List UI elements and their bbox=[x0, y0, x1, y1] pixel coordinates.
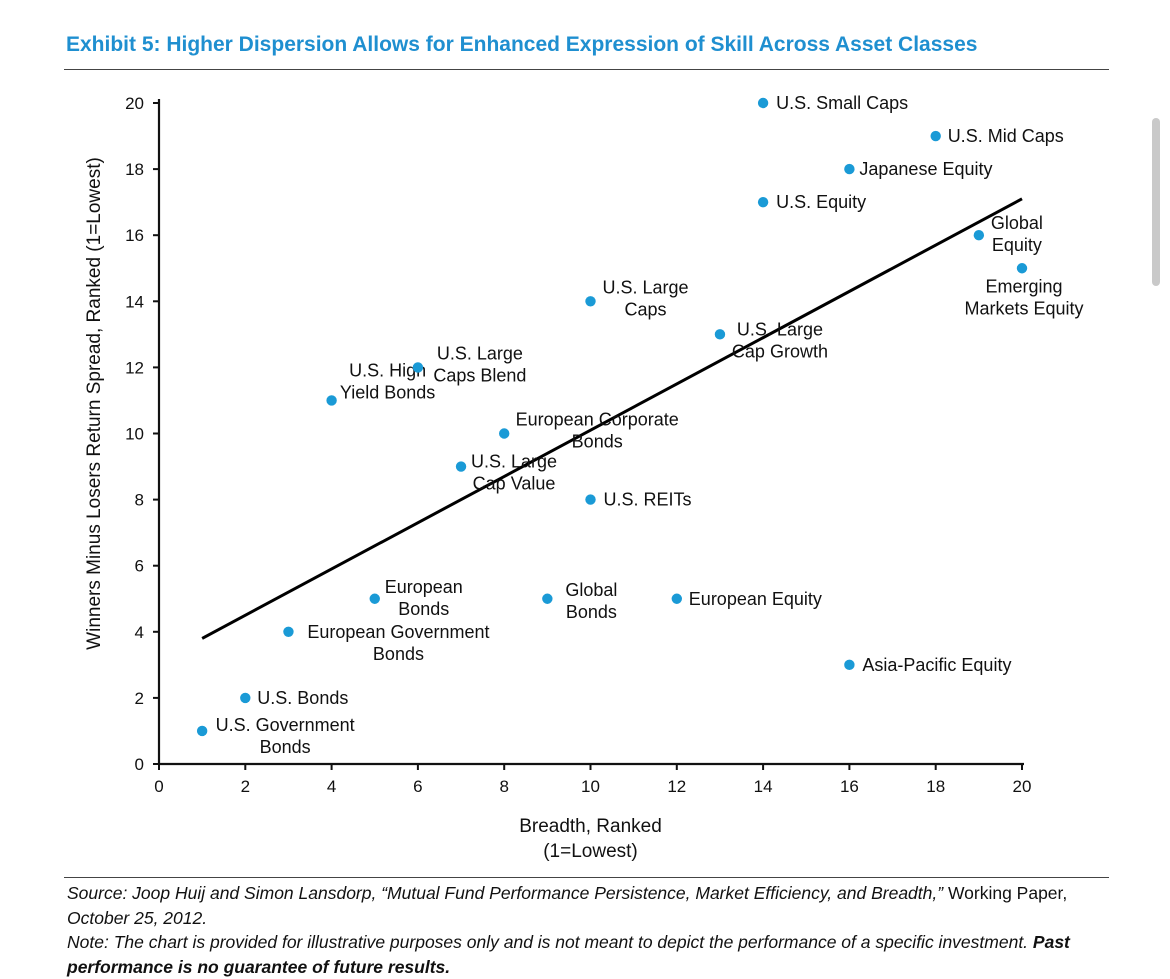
point-label: Yield Bonds bbox=[340, 382, 435, 402]
x-tick-label: 20 bbox=[1013, 777, 1032, 796]
data-point bbox=[844, 659, 855, 671]
y-tick-label: 2 bbox=[135, 689, 144, 708]
data-point bbox=[714, 329, 726, 340]
point-label: Global bbox=[565, 580, 617, 600]
x-tick-label: 10 bbox=[581, 777, 600, 796]
point-label: U.S. Government bbox=[216, 715, 355, 735]
y-axis-title: Winners Minus Losers Return Spread, Rank… bbox=[84, 157, 105, 650]
point-label: Bonds bbox=[373, 644, 424, 664]
title-divider bbox=[64, 69, 1109, 70]
trend-line bbox=[201, 197, 1023, 640]
data-point bbox=[369, 593, 380, 604]
x-axis-title: Breadth, Ranked bbox=[519, 816, 662, 837]
point-label: European Corporate bbox=[516, 410, 679, 430]
data-point bbox=[930, 130, 941, 142]
point-label: Bonds bbox=[398, 599, 449, 619]
point-label: U.S. Equity bbox=[776, 192, 866, 212]
x-tick-label: 6 bbox=[413, 777, 422, 796]
footer-divider bbox=[64, 877, 1109, 878]
y-tick-label: 18 bbox=[125, 160, 144, 179]
point-label: U.S. Large bbox=[437, 343, 523, 363]
point-label: Cap Value bbox=[473, 474, 556, 494]
point-label: Emerging bbox=[985, 276, 1062, 296]
y-tick-label: 12 bbox=[125, 358, 144, 377]
point-label: Bonds bbox=[572, 432, 623, 452]
source-citation: Source: Joop Huij and Simon Lansdorp, “M… bbox=[67, 883, 944, 903]
x-tick-label: 14 bbox=[754, 777, 773, 796]
y-tick-label: 4 bbox=[135, 623, 144, 642]
y-tick-label: 0 bbox=[135, 755, 144, 774]
y-tick-label: 20 bbox=[125, 94, 144, 113]
y-tick-label: 10 bbox=[125, 425, 144, 444]
point-label: U.S. REITs bbox=[604, 490, 692, 510]
point-label: U.S. Large bbox=[737, 319, 823, 339]
x-tick-label: 16 bbox=[840, 777, 859, 796]
x-tick-label: 12 bbox=[667, 777, 686, 796]
point-label: Equity bbox=[992, 235, 1042, 255]
vertical-scrollbar[interactable] bbox=[1152, 118, 1160, 286]
point-label: U.S. Bonds bbox=[257, 688, 348, 708]
point-label: Caps Blend bbox=[433, 365, 526, 385]
y-tick-label: 16 bbox=[125, 226, 144, 245]
exhibit-title: Exhibit 5: Higher Dispersion Allows for … bbox=[66, 33, 978, 56]
point-label: U.S. Mid Caps bbox=[948, 126, 1064, 146]
illustrative-note: Note: The chart is provided for illustra… bbox=[67, 932, 1029, 952]
source-note: Source: Joop Huij and Simon Lansdorp, “M… bbox=[67, 881, 1127, 979]
point-label: Global bbox=[991, 213, 1043, 233]
x-tick-label: 0 bbox=[154, 777, 163, 796]
performance-disclaimer: Past performance is no guarantee of futu… bbox=[67, 932, 1070, 977]
point-label: Japanese Equity bbox=[859, 159, 992, 179]
data-point bbox=[1016, 263, 1028, 274]
data-point bbox=[757, 97, 769, 109]
data-point bbox=[196, 725, 208, 737]
point-label: U.S. Large bbox=[471, 452, 557, 472]
point-label: European Equity bbox=[689, 589, 822, 609]
point-label: Cap Growth bbox=[732, 341, 828, 361]
point-label: Bonds bbox=[566, 602, 617, 622]
y-tick-label: 6 bbox=[135, 557, 144, 576]
x-tick-label: 18 bbox=[926, 777, 945, 796]
x-tick-label: 8 bbox=[499, 777, 508, 796]
y-tick-label: 8 bbox=[135, 491, 144, 510]
data-point bbox=[973, 230, 985, 241]
data-point bbox=[283, 626, 294, 637]
point-label: Markets Equity bbox=[964, 298, 1083, 318]
data-point bbox=[326, 395, 337, 406]
x-tick-label: 4 bbox=[327, 777, 336, 796]
y-tick-label: 14 bbox=[125, 292, 144, 311]
data-point bbox=[757, 196, 769, 208]
point-label: Caps bbox=[624, 299, 666, 319]
x-axis-title-note: (1=Lowest) bbox=[543, 841, 638, 862]
point-label: U.S. Small Caps bbox=[776, 93, 908, 113]
data-point bbox=[844, 163, 855, 175]
data-point bbox=[455, 461, 467, 472]
point-label: U.S. High bbox=[349, 360, 426, 380]
point-label: European bbox=[385, 577, 463, 597]
scatter-chart: 0 2 4 6 8 10 12 14 16 18 20 0 2 4 6 8 10 12 14 16 18 20 Breadt… bbox=[84, 93, 1084, 862]
point-label: Asia-Pacific Equity bbox=[862, 655, 1011, 675]
data-point bbox=[412, 362, 424, 373]
data-point bbox=[585, 296, 596, 307]
point-label: U.S. Large bbox=[602, 277, 688, 297]
point-label: European Government bbox=[307, 622, 489, 642]
data-point bbox=[240, 692, 251, 704]
source-type: Working Paper, bbox=[943, 883, 1068, 903]
source-date: October 25, 2012. bbox=[67, 907, 208, 928]
data-point bbox=[671, 593, 682, 604]
point-label: Bonds bbox=[260, 737, 311, 757]
x-tick-label: 2 bbox=[241, 777, 250, 796]
data-point bbox=[499, 428, 510, 439]
data-point bbox=[585, 494, 596, 505]
data-point bbox=[542, 593, 553, 604]
